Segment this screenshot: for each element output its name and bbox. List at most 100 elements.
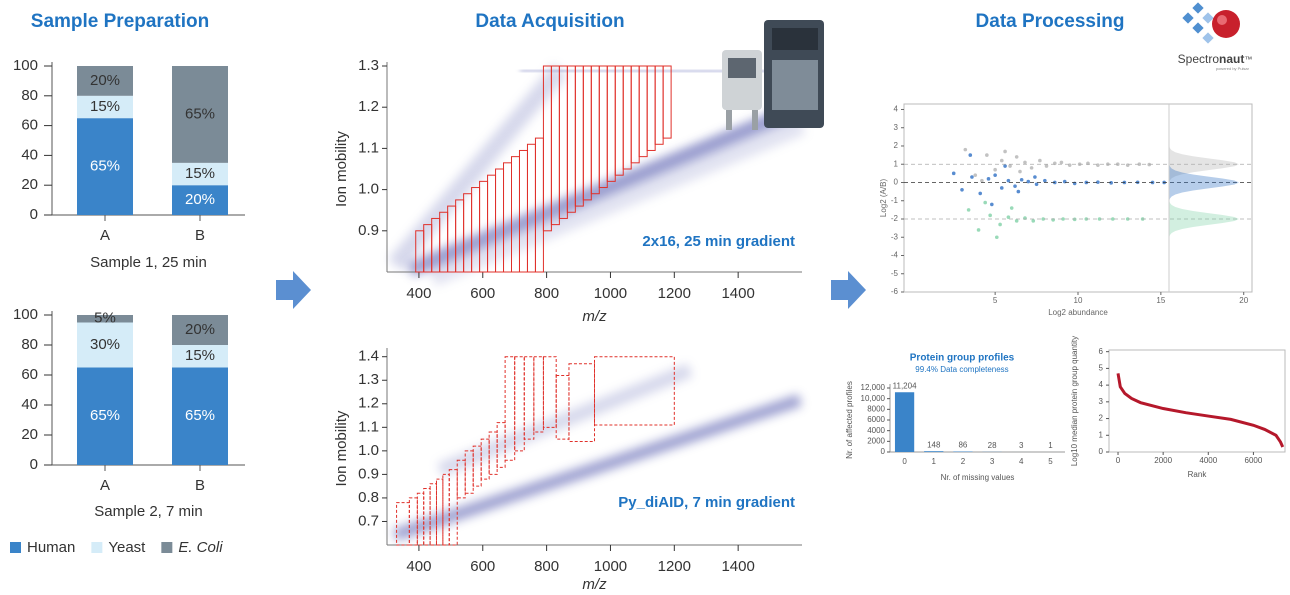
x-tick-label: 20	[1239, 296, 1248, 305]
point	[1006, 215, 1011, 219]
bar-segment	[172, 66, 228, 163]
isolation-window	[518, 149, 528, 273]
isolation-window	[566, 65, 576, 213]
x-tick-label: 600	[470, 285, 495, 302]
point	[968, 153, 973, 157]
y-tick-label: 1.1	[358, 418, 379, 435]
bar-segment	[77, 95, 133, 119]
y-tick-label: 1.3	[358, 371, 379, 388]
x-axis-label: Log2 abundance	[1048, 308, 1108, 317]
isolation-window	[423, 488, 431, 546]
isolation-window	[654, 65, 664, 145]
y-tick-label: 60	[21, 366, 38, 383]
isolation-window	[448, 469, 458, 546]
y-tick-label: 0	[1099, 447, 1104, 456]
bar-segment	[77, 118, 133, 215]
y-tick-label: 12,000	[861, 383, 886, 392]
x-tick-label: 10	[1074, 296, 1083, 305]
annotation: 2x16, 25 min gradient	[642, 233, 795, 250]
logo-text: Spectronaut™	[1178, 52, 1253, 66]
value-label: 28	[988, 441, 997, 450]
value-label: 1	[1048, 441, 1053, 450]
y-tick-label: 20	[21, 426, 38, 443]
value-label: 3	[1019, 441, 1024, 450]
value-label: 15%	[90, 98, 120, 115]
x-axis-label: Sample 2, 7 min	[94, 503, 202, 520]
y-tick-label: 40	[21, 146, 38, 163]
y-tick-label: 1	[1099, 430, 1104, 439]
isolation-window	[534, 137, 544, 273]
value-label: 20%	[185, 191, 215, 208]
x-tick-label: 800	[534, 558, 559, 575]
x-tick-label: A	[100, 477, 110, 494]
bar-segment	[77, 315, 133, 323]
bar	[924, 451, 944, 452]
y-tick-label: -6	[891, 287, 899, 296]
point	[963, 147, 968, 152]
y-axis-label: Log10 median protein group quantity	[1070, 336, 1079, 466]
isolation-window	[496, 422, 506, 468]
y-tick-label: -3	[891, 232, 899, 241]
point	[1013, 184, 1017, 188]
section-title: Data Acquisition	[475, 11, 624, 32]
point	[1125, 217, 1130, 221]
bar	[894, 392, 915, 452]
annotation: Py_diAID, 7 min gradient	[618, 494, 795, 511]
value-label: 20%	[185, 321, 215, 338]
x-tick-label: 4000	[1199, 456, 1217, 465]
point	[951, 171, 956, 176]
isolation-window	[630, 65, 640, 164]
y-tick-label: 1.2	[358, 395, 379, 412]
y-tick-label: 3	[1099, 397, 1104, 406]
value-label: 20%	[90, 72, 120, 89]
bar-segment	[172, 345, 228, 368]
point	[998, 222, 1002, 227]
point	[1019, 177, 1024, 182]
y-axis-label: Nr. of affected profiles	[845, 381, 854, 459]
isolation-window	[614, 65, 624, 176]
value-label: 11,204	[893, 381, 917, 390]
isolation-window	[590, 65, 600, 195]
point	[993, 173, 997, 177]
isolation-window	[472, 445, 482, 487]
isolation-window	[594, 356, 675, 426]
bar-segment	[172, 315, 228, 345]
value-label: 65%	[90, 407, 120, 424]
point	[999, 158, 1004, 163]
x-tick-label: B	[195, 477, 205, 494]
point	[1003, 164, 1007, 168]
y-tick-label: 6000	[867, 415, 885, 424]
x-tick-label: 1200	[658, 285, 691, 302]
chart-title: Protein group profiles	[910, 353, 1015, 364]
isolation-window	[429, 483, 437, 546]
isolation-window	[416, 492, 425, 546]
point	[976, 228, 981, 232]
legend-swatch	[10, 542, 21, 553]
legend-label: E. Coli	[178, 539, 223, 556]
isolation-window	[533, 356, 544, 433]
isolation-window	[638, 65, 648, 158]
isolation-window	[523, 356, 535, 440]
value-label: 65%	[90, 158, 120, 175]
x-tick-label: 0	[1116, 456, 1121, 465]
point	[1014, 155, 1019, 159]
value-label: 86	[958, 441, 967, 450]
y-tick-label: 5	[1099, 364, 1104, 373]
bar-segment	[77, 66, 133, 96]
point	[1029, 166, 1034, 170]
point	[985, 153, 989, 157]
y-tick-label: 8000	[867, 404, 885, 413]
isolation-window	[555, 375, 570, 440]
logo-mark: ™	[1244, 55, 1252, 64]
point	[999, 186, 1004, 190]
point	[1033, 175, 1037, 179]
x-tick-label: 2000	[1154, 456, 1172, 465]
isolation-window	[662, 65, 672, 139]
y-tick-label: 0.9	[358, 222, 379, 239]
point	[960, 187, 964, 192]
x-tick-label: 4	[1019, 457, 1024, 466]
legend-swatch	[161, 542, 173, 553]
x-tick-label: 1400	[721, 285, 754, 302]
plot-frame	[1108, 349, 1286, 453]
legend-swatch	[91, 542, 103, 553]
